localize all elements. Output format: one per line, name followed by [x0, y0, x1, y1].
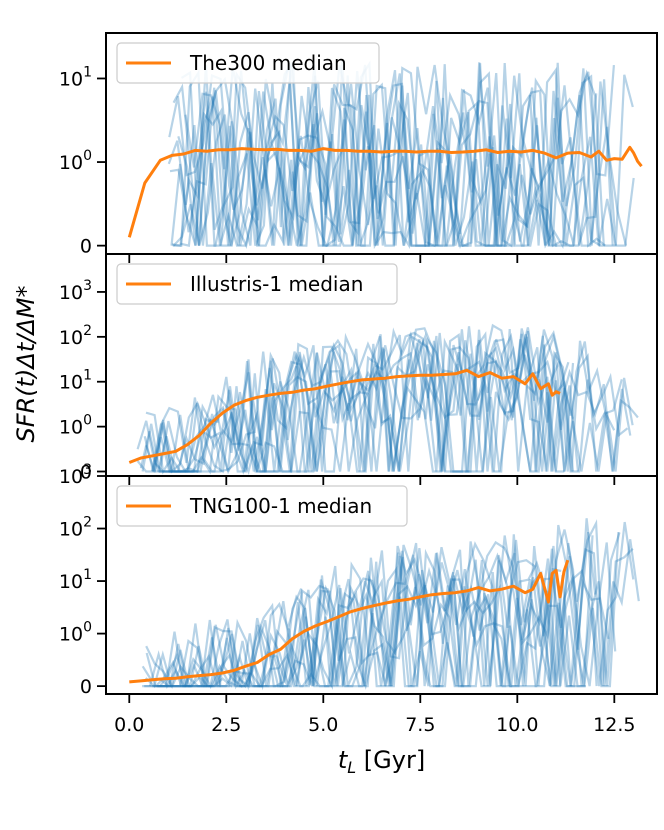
legend-box — [116, 263, 398, 305]
panels: 101 100 0 The300 median 103 102 101 100 0 Illustr… — [59, 32, 658, 703]
plot-area — [129, 518, 640, 691]
y-tick-label: 0 — [80, 676, 92, 698]
individual-history-line — [136, 336, 575, 474]
individual-history-line — [139, 331, 629, 475]
y-tick-label: 103 — [59, 462, 92, 488]
x-tick-label: 0.0 — [114, 714, 144, 736]
individual-history-line — [144, 540, 617, 691]
x-tick-label: 2.5 — [211, 714, 241, 736]
median-line — [127, 145, 643, 238]
plot-area — [127, 58, 643, 250]
individual-history-line — [144, 327, 565, 474]
legend: The300 median — [116, 42, 380, 84]
y-tick-label: 102 — [59, 515, 92, 541]
y-tick-label: 101 — [59, 368, 92, 394]
y-tick-label: 102 — [59, 323, 92, 349]
y-tick-label: 0 — [80, 462, 92, 484]
individual-history-line — [144, 531, 598, 690]
y-tick-label: 101 — [59, 567, 92, 593]
plot-area — [128, 323, 639, 475]
legend-box — [116, 485, 408, 527]
individual-history-line — [151, 327, 632, 473]
legend-label: Illustris-1 median — [190, 272, 363, 296]
legend: Illustris-1 median — [116, 263, 398, 305]
y-tick-label: 0 — [80, 236, 92, 258]
individual-history-line — [143, 326, 616, 473]
legend: TNG100-1 median — [116, 485, 408, 527]
individual-history-line — [159, 542, 562, 691]
individual-history-line — [180, 63, 617, 247]
legend-label: TNG100-1 median — [189, 494, 372, 518]
individual-history-line — [158, 333, 570, 475]
individual-history-line — [153, 328, 574, 475]
individual-history-line — [141, 329, 580, 473]
median-line — [129, 559, 570, 684]
panel-frame — [105, 475, 658, 695]
individual-history-line — [155, 544, 610, 689]
panel-2: 103 102 101 100 0 Illustris-1 median — [59, 253, 658, 484]
panel-1: 101 100 0 The300 median — [59, 32, 658, 258]
individual-history-line — [158, 323, 639, 475]
individual-history-line — [157, 524, 594, 688]
legend-box — [116, 42, 380, 84]
y-tick-label: 101 — [59, 64, 92, 90]
y-tick-label: 103 — [59, 278, 92, 304]
individual-history-line — [151, 330, 623, 473]
individual-history-line — [136, 335, 575, 473]
individual-history-line — [167, 64, 614, 248]
individual-history-line — [177, 61, 606, 250]
individual-history-line — [168, 64, 598, 250]
individual-history-line — [169, 64, 615, 250]
y-tick-label: 100 — [59, 148, 92, 174]
y-tick-label: 100 — [59, 413, 92, 439]
individual-history-line — [171, 62, 634, 247]
y-axis-label: SFR(t)Δt/ΔM* — [12, 286, 40, 443]
panel-3: 103 102 101 100 0 TNG100-1 median — [59, 462, 658, 703]
shared-x-axis: 0.0 2.5 5.0 7.5 10.0 12.5 — [114, 714, 635, 736]
individual-history-line — [170, 60, 566, 247]
individual-history-line — [141, 518, 597, 688]
individual-history-line — [145, 521, 635, 689]
x-tick-label: 12.5 — [593, 714, 635, 736]
x-tick-label: 10.0 — [496, 714, 538, 736]
individual-history-line — [145, 529, 634, 690]
individual-history-line — [172, 62, 628, 247]
x-tick-label: 5.0 — [308, 714, 338, 736]
x-tick-label: 7.5 — [405, 714, 435, 736]
individual-history-line — [148, 532, 621, 690]
legend-label: The300 median — [189, 51, 347, 75]
individual-history-line — [145, 329, 634, 475]
median-line — [128, 368, 561, 464]
individual-history-line — [172, 58, 601, 247]
y-tick-label: 100 — [59, 620, 92, 646]
x-axis-label: tL [Gyr] — [338, 746, 425, 777]
individual-history-line — [172, 63, 635, 248]
